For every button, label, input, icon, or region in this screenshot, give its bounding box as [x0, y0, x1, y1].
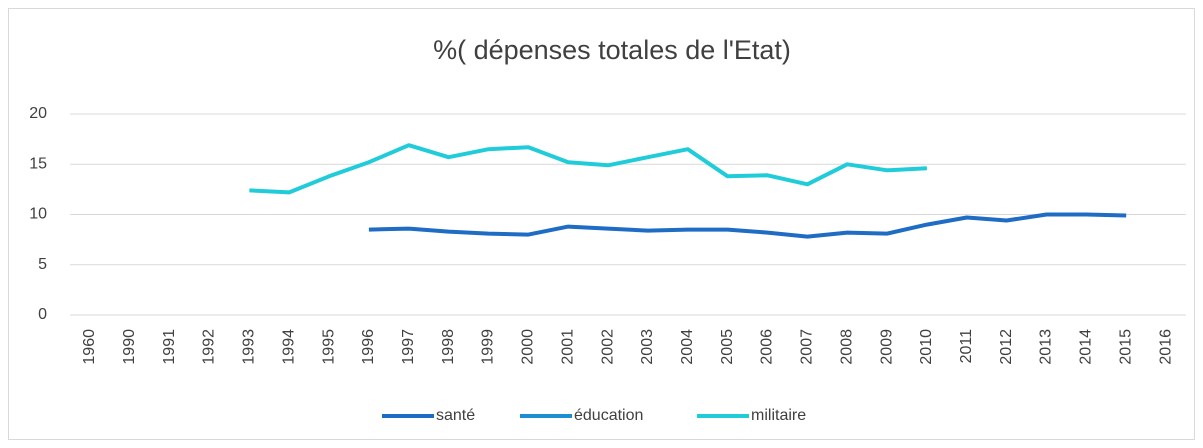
x-tick-label: 1992	[201, 329, 218, 365]
x-tick-label: 2010	[918, 329, 935, 365]
x-tick-label: 1993	[241, 329, 258, 365]
x-tick-label: 2009	[878, 329, 895, 365]
x-tick-label: 2002	[599, 329, 616, 365]
y-tick-label: 20	[29, 105, 47, 122]
x-tick-label: 2000	[520, 329, 537, 365]
legend-label: éducation	[574, 407, 643, 424]
y-tick-label: 0	[38, 306, 47, 323]
x-tick-label: 2007	[799, 329, 816, 365]
x-tick-label: 1997	[400, 329, 417, 365]
x-tick-label: 1998	[440, 329, 457, 365]
x-tick-label: 2003	[639, 329, 656, 365]
y-tick-label: 15	[29, 155, 47, 172]
x-tick-label: 1999	[480, 329, 497, 365]
x-tick-label: 1990	[121, 329, 138, 365]
line-series	[249, 143, 928, 195]
legend-label: santé	[436, 407, 475, 424]
x-tick-label: 2005	[719, 329, 736, 365]
x-tick-label: 2012	[998, 329, 1015, 365]
legend-label: militaire	[751, 407, 806, 424]
x-tick-label: 1991	[161, 329, 178, 365]
chart-title: %( dépenses totales de l'Etat)	[433, 35, 791, 65]
chart-border	[8, 8, 1195, 440]
y-tick-label: 10	[29, 206, 47, 223]
x-tick-label: 1995	[320, 329, 337, 365]
x-tick-label: 2016	[1157, 329, 1174, 365]
x-tick-label: 2015	[1117, 329, 1134, 365]
line-series	[368, 212, 1127, 239]
x-tick-label: 2008	[838, 329, 855, 365]
x-tick-label: 1996	[360, 329, 377, 365]
x-tick-label: 2004	[679, 329, 696, 365]
y-tick-label: 5	[38, 256, 47, 273]
x-tick-label: 2011	[958, 329, 975, 364]
x-tick-label: 1994	[280, 329, 297, 365]
x-tick-label: 2014	[1078, 329, 1095, 365]
x-tick-label: 1960	[81, 329, 98, 365]
x-tick-label: 2001	[559, 329, 576, 365]
x-tick-label: 2013	[1038, 329, 1055, 365]
x-tick-label: 2006	[759, 329, 776, 365]
